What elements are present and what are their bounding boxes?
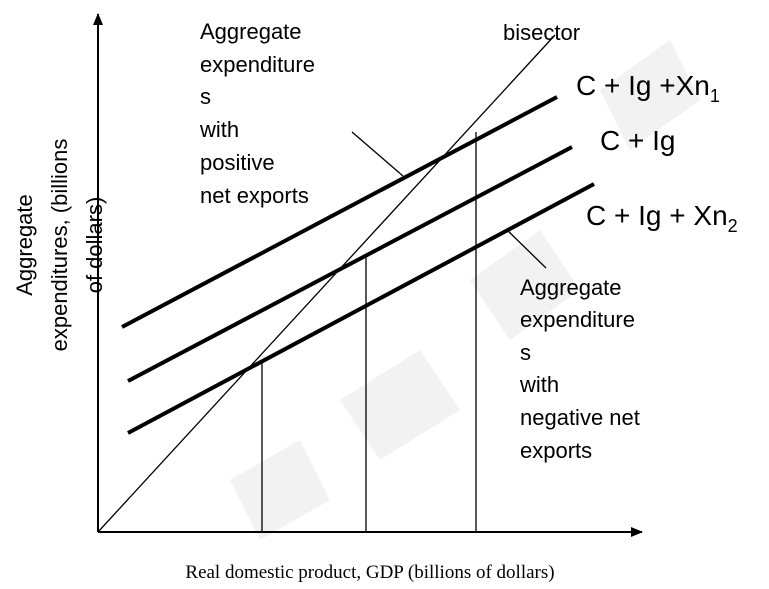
annotation-line: Aggregate — [520, 275, 622, 300]
curve-label-text: C + Ig +Xn — [576, 70, 710, 101]
curve-label-text: C + Ig + Xn — [586, 200, 728, 231]
leader-line — [351, 131, 404, 177]
annotation-line: expenditure — [520, 307, 635, 332]
curve-label: C + Ig + Xn2 — [586, 200, 738, 236]
annotation-line: with — [199, 117, 239, 142]
curve-label: C + Ig +Xn1 — [576, 70, 720, 106]
annotation-line: s — [520, 340, 531, 365]
annotation-line: exports — [520, 438, 592, 463]
ae-line-negative — [127, 182, 595, 435]
y-axis-label: Aggregate expenditures, (billions of dol… — [12, 139, 107, 352]
x-axis-label: Real domestic product, GDP (billions of … — [185, 562, 554, 583]
annotation-line: Aggregate — [200, 19, 302, 44]
y-label-line: of dollars) — [82, 197, 107, 294]
ae-line-base — [127, 145, 573, 383]
annotation-negative: Aggregate expenditure s with negative ne… — [519, 275, 640, 463]
y-label-line: Aggregate — [12, 194, 37, 296]
ae-line-positive — [121, 95, 558, 329]
bisector-label: bisector — [503, 20, 580, 45]
bisector — [97, 34, 556, 533]
annotation-positive: Aggregate expenditure s with positive ne… — [199, 19, 315, 208]
leader-line — [505, 228, 547, 269]
annotation-line: positive — [200, 150, 275, 175]
annotation-line: net exports — [200, 183, 309, 208]
annotation-line: s — [200, 84, 211, 109]
curve-label-sub: 2 — [728, 216, 738, 236]
annotation-line: expenditure — [200, 52, 315, 77]
y-label-line: expenditures, (billions — [47, 139, 72, 352]
annotation-line: with — [519, 372, 559, 397]
curve-label-text: C + Ig — [600, 125, 675, 156]
curve-label: C + Ig — [600, 125, 675, 156]
watermark — [230, 40, 700, 540]
annotation-line: negative net — [520, 405, 640, 430]
curve-label-sub: 1 — [710, 86, 720, 106]
